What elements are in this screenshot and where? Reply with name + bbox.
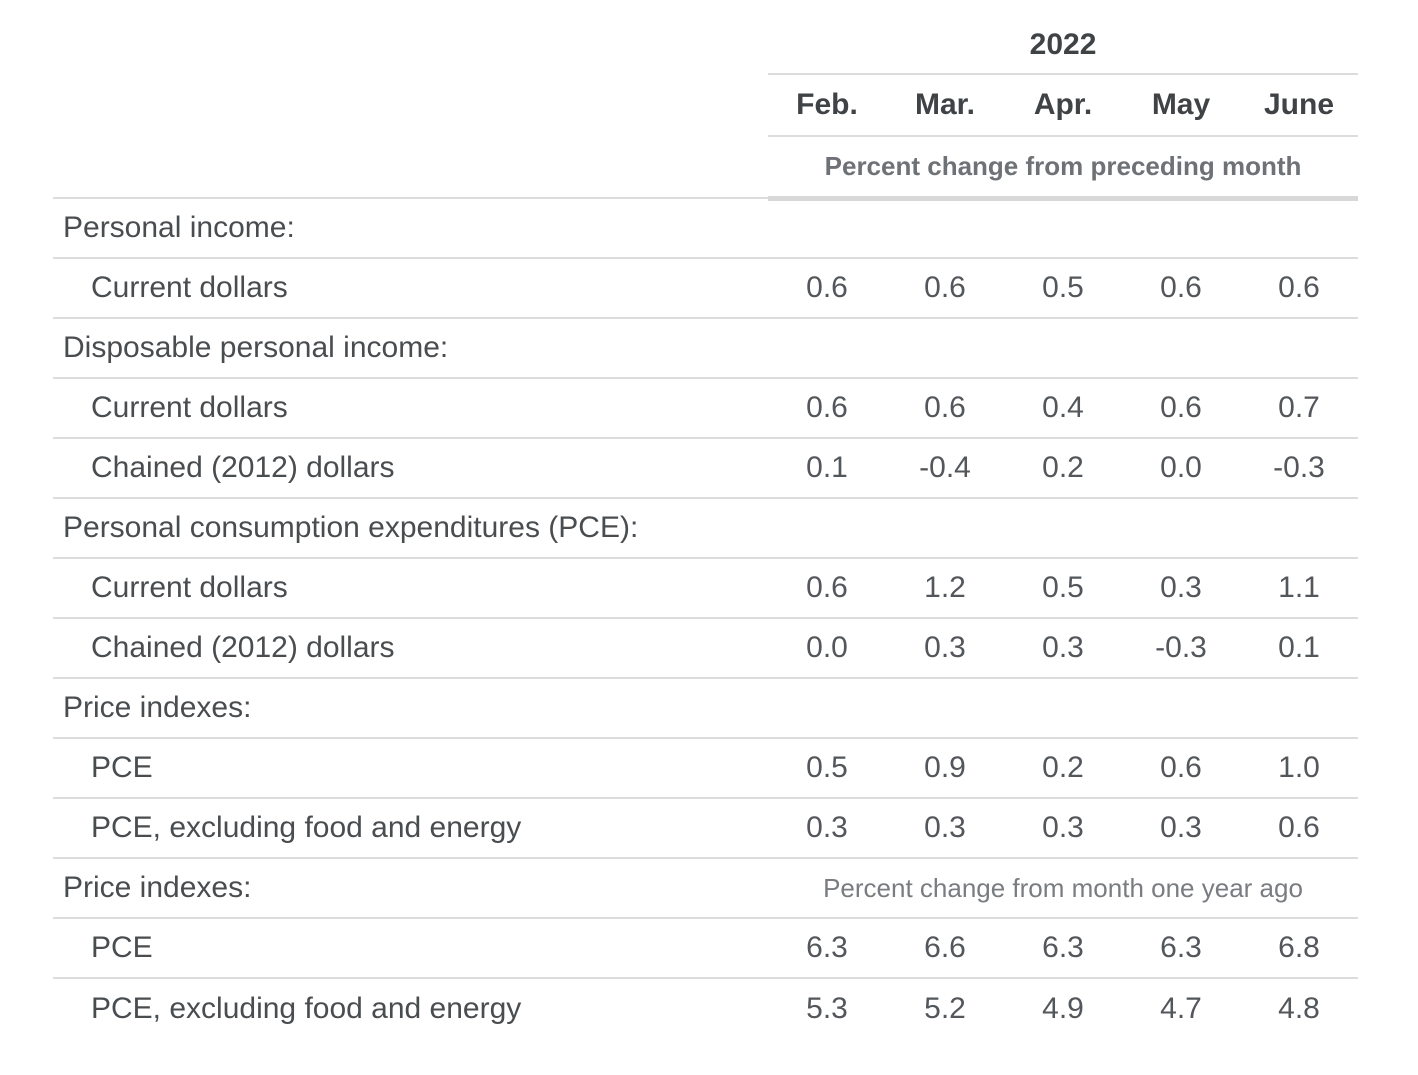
data-row: Chained (2012) dollars 0.1 -0.4 0.2 0.0 … <box>53 438 1359 499</box>
value-cell: -0.3 <box>1240 438 1359 499</box>
value-cell: 0.3 <box>1004 798 1122 859</box>
column-header-june: June <box>1240 74 1359 137</box>
value-cell: 1.1 <box>1240 558 1359 619</box>
data-row: PCE 6.3 6.6 6.3 6.3 6.8 <box>53 918 1359 979</box>
value-cell: 4.7 <box>1160 991 1202 1025</box>
value-cell: 0.6 <box>1240 798 1359 859</box>
value-cell: 0.9 <box>886 738 1004 799</box>
value-cell: 0.3 <box>886 798 1004 859</box>
row-label: Current dollars <box>53 558 768 619</box>
row-label: PCE, excluding food and energy <box>91 991 522 1025</box>
income-outlays-table: 2022 Feb. Mar. Apr. May June Percent cha… <box>53 16 1359 1038</box>
value-cell: 0.6 <box>886 258 1004 319</box>
value-cell: 0.6 <box>886 378 1004 439</box>
data-row: PCE, excluding food and energy 5.3 5.2 4… <box>53 978 1358 1038</box>
value-cell: 0.3 <box>1122 558 1240 619</box>
value-cell: -0.3 <box>1122 618 1240 679</box>
value-cell: 6.6 <box>886 918 1004 979</box>
section-row-with-note: Price indexes: Percent change from month… <box>53 858 1359 919</box>
value-cell: 0.3 <box>1122 798 1240 859</box>
row-label: Chained (2012) dollars <box>53 618 768 679</box>
section-row: Personal income: <box>53 198 1359 259</box>
data-row: Chained (2012) dollars 0.0 0.3 0.3 -0.3 … <box>53 618 1359 679</box>
income-outlays-table-wrap: 2022 Feb. Mar. Apr. May June Percent cha… <box>53 16 1359 1038</box>
value-cell: 0.3 <box>1004 618 1122 679</box>
section-label: Price indexes: <box>53 858 768 919</box>
row-label: PCE <box>53 738 768 799</box>
value-cell: 0.6 <box>768 558 886 619</box>
data-row: PCE, excluding food and energy 0.3 0.3 0… <box>53 798 1359 859</box>
value-cell: 6.3 <box>1004 918 1122 979</box>
section-row: Personal consumption expenditures (PCE): <box>53 498 1359 559</box>
label-column-spacer <box>53 136 768 199</box>
row-label: PCE, excluding food and energy <box>53 798 768 859</box>
column-header-feb: Feb. <box>768 74 886 137</box>
empty-cells <box>768 678 1359 739</box>
year-header-row: 2022 <box>53 16 1359 75</box>
value-cell: 6.8 <box>1240 918 1359 979</box>
value-cell: 1.0 <box>1240 738 1359 799</box>
value-cell: 0.5 <box>768 738 886 799</box>
row-label: Chained (2012) dollars <box>53 438 768 499</box>
month-header-row: Feb. Mar. Apr. May June <box>53 74 1359 137</box>
value-cell: 5.3 <box>806 991 848 1025</box>
value-cell: 0.6 <box>1122 378 1240 439</box>
value-cell: 0.2 <box>1004 438 1122 499</box>
section-label: Disposable personal income: <box>53 318 768 379</box>
section-label: Price indexes: <box>53 678 768 739</box>
section-row: Price indexes: <box>53 678 1359 739</box>
value-cell: 0.6 <box>1122 258 1240 319</box>
data-row: Current dollars 0.6 1.2 0.5 0.3 1.1 <box>53 558 1359 619</box>
data-row: Current dollars 0.6 0.6 0.4 0.6 0.7 <box>53 378 1359 439</box>
value-cell: 0.7 <box>1240 378 1359 439</box>
value-cell: 0.0 <box>768 618 886 679</box>
empty-cells <box>768 198 1359 259</box>
value-cell: 1.2 <box>886 558 1004 619</box>
value-cell: 0.2 <box>1004 738 1122 799</box>
value-cell: 0.0 <box>1122 438 1240 499</box>
data-row: PCE 0.5 0.9 0.2 0.6 1.0 <box>53 738 1359 799</box>
units-subheader: Percent change from preceding month <box>768 136 1359 201</box>
label-column-spacer <box>53 16 768 74</box>
section-label: Personal consumption expenditures (PCE): <box>53 498 768 559</box>
column-header-may: May <box>1122 74 1240 137</box>
row-label: Current dollars <box>53 378 768 439</box>
units-note: Percent change from month one year ago <box>768 858 1359 919</box>
column-header-mar: Mar. <box>886 74 1004 137</box>
value-cell: 0.4 <box>1004 378 1122 439</box>
year-header: 2022 <box>768 16 1359 75</box>
value-cell: 4.8 <box>1278 991 1320 1025</box>
data-row: Current dollars 0.6 0.6 0.5 0.6 0.6 <box>53 258 1359 319</box>
value-cell: 0.6 <box>1240 258 1359 319</box>
empty-cells <box>768 318 1359 379</box>
value-cell: 6.3 <box>1122 918 1240 979</box>
value-cell: -0.4 <box>886 438 1004 499</box>
value-cell: 0.5 <box>1004 558 1122 619</box>
label-column-spacer <box>53 74 768 136</box>
value-cell: 0.1 <box>768 438 886 499</box>
value-cell: 0.6 <box>768 258 886 319</box>
value-cell: 0.3 <box>886 618 1004 679</box>
value-cell: 6.3 <box>768 918 886 979</box>
value-cell: 0.5 <box>1004 258 1122 319</box>
value-cell: 0.6 <box>1122 738 1240 799</box>
value-cell: 0.3 <box>768 798 886 859</box>
units-subheader-row: Percent change from preceding month <box>53 136 1359 201</box>
row-label: Current dollars <box>53 258 768 319</box>
section-label: Personal income: <box>53 198 768 259</box>
value-cell: 0.1 <box>1240 618 1359 679</box>
empty-cells <box>768 498 1359 559</box>
column-header-apr: Apr. <box>1004 74 1122 137</box>
value-cell: 5.2 <box>924 991 966 1025</box>
value-cell: 0.6 <box>768 378 886 439</box>
row-label: PCE <box>53 918 768 979</box>
section-row: Disposable personal income: <box>53 318 1359 379</box>
value-cell: 4.9 <box>1042 991 1084 1025</box>
